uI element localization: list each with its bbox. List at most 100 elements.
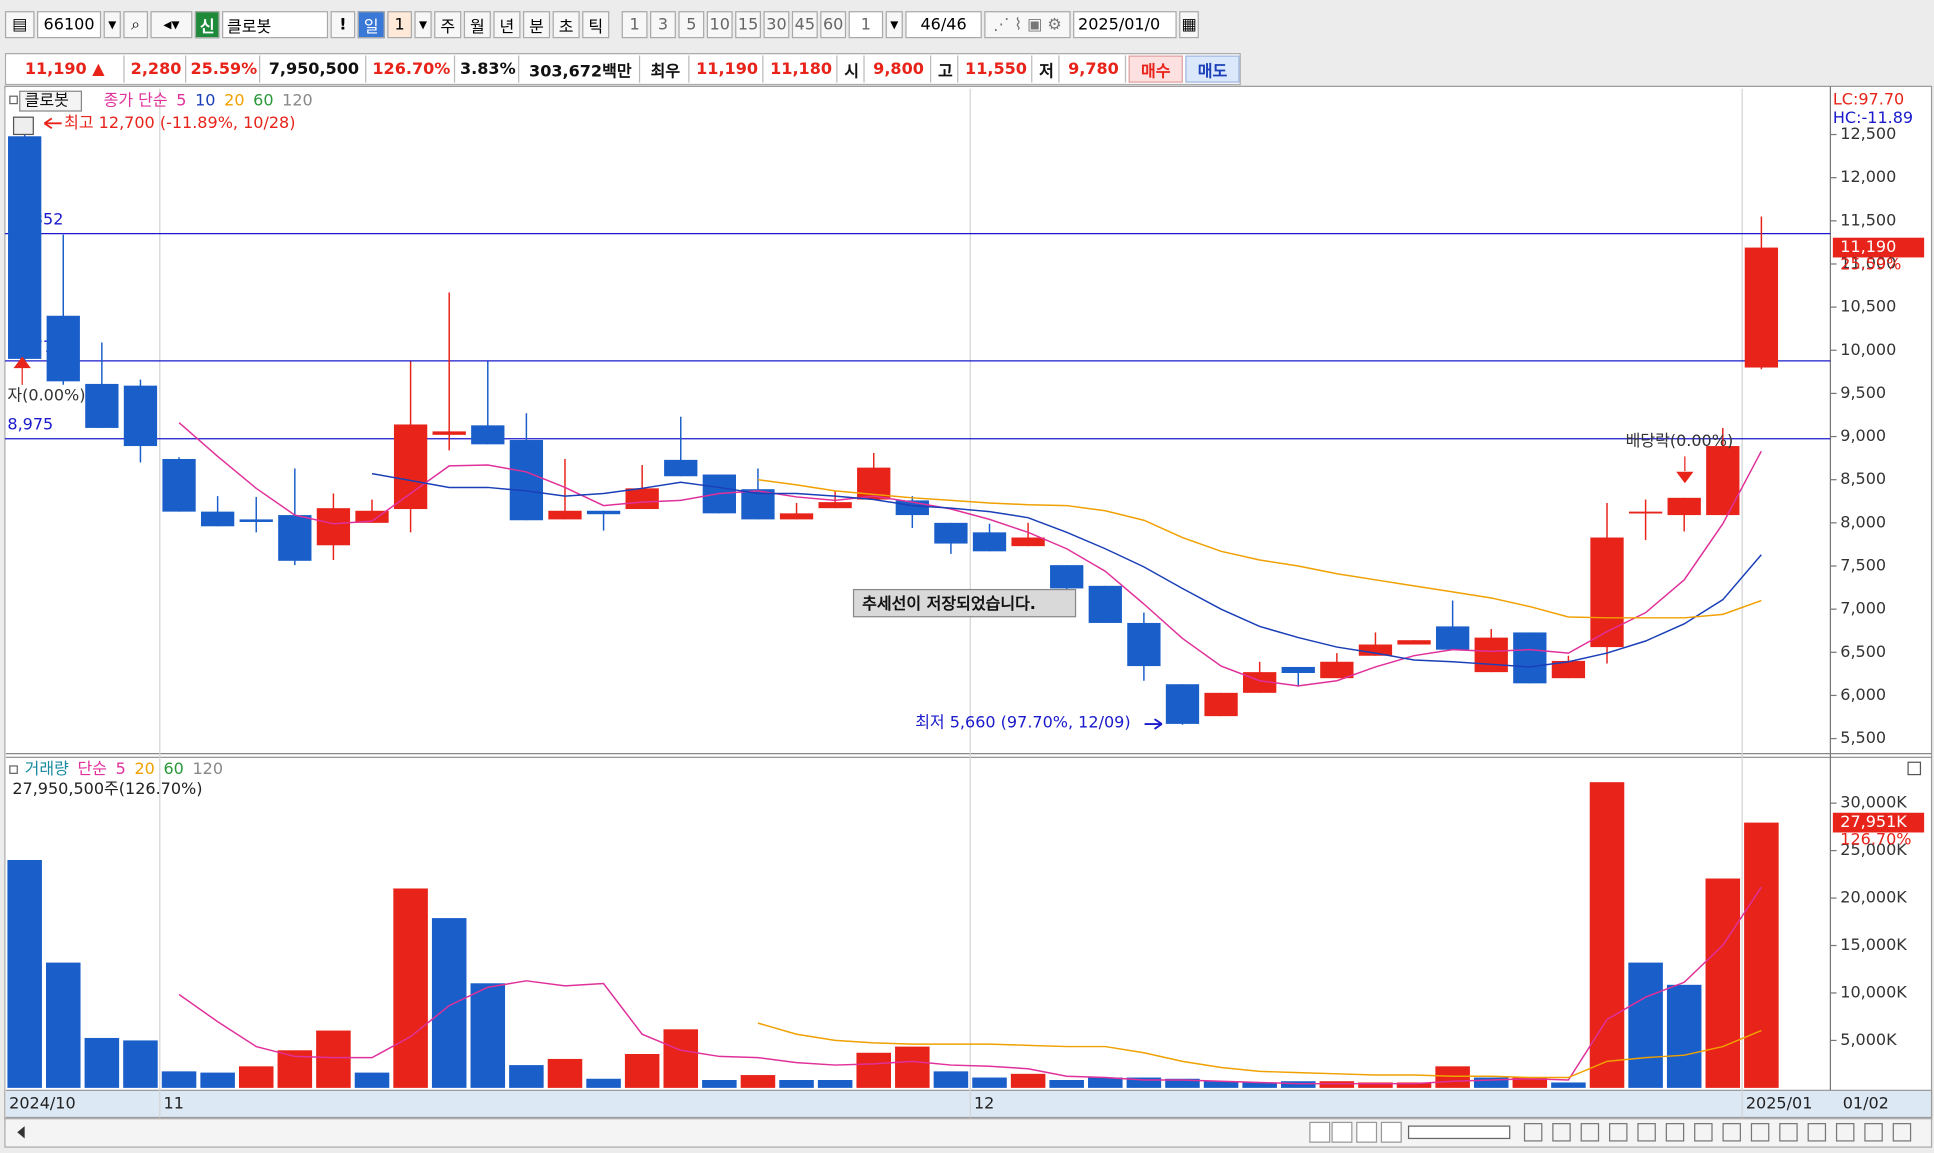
high-label: 고: [933, 55, 959, 83]
volume-bar: [1512, 1077, 1548, 1088]
y-tick-label: 6,500: [1840, 642, 1886, 661]
last-volume-box: [1832, 812, 1925, 833]
candle-body: [1204, 692, 1238, 717]
volume-bar: [1551, 1082, 1586, 1088]
candle-body: [8, 136, 42, 359]
interval-button[interactable]: 1: [621, 11, 648, 39]
candle-body: [1435, 626, 1470, 650]
interval-button[interactable]: 60: [820, 11, 847, 39]
period-button[interactable]: 틱: [582, 11, 610, 39]
calendar-icon: [12, 116, 34, 136]
interval-button[interactable]: 45: [791, 11, 818, 39]
code-input[interactable]: 66100: [37, 11, 102, 39]
volume-bar: [1165, 1078, 1200, 1088]
toolbar: ▤ 66100 ▾ ⌕ ◂▾ 신 클로봇 ! 일 1 ▾ 주 월 년 분 초 틱…: [4, 11, 1199, 39]
legend-entry: 20: [224, 91, 244, 110]
chart-title: 클로봇: [25, 91, 69, 110]
moving-average-line: [757, 478, 1762, 619]
volume-bar: [1744, 822, 1779, 1088]
period-button[interactable]: 분: [522, 11, 551, 39]
period-button[interactable]: 일: [357, 11, 385, 39]
interval-button[interactable]: 3: [650, 11, 676, 39]
dropdown[interactable]: ▾: [885, 11, 903, 39]
candle-body: [1050, 565, 1084, 589]
spacer: [612, 11, 619, 38]
candle-body: [278, 515, 312, 561]
volume-bar: [1088, 1077, 1123, 1088]
candle-body: [779, 513, 814, 520]
interval-input[interactable]: 1: [848, 11, 884, 39]
tool-icon: [1580, 1123, 1600, 1142]
period-button[interactable]: 년: [493, 11, 521, 39]
volume-bar: [1319, 1081, 1355, 1088]
volume-bar: [1435, 1066, 1470, 1088]
candle-body: [1165, 684, 1200, 724]
scroll-slider: [1407, 1125, 1511, 1140]
y-tick-label: 5,000K: [1840, 1030, 1897, 1049]
annotation: 자(0.00%): [7, 385, 85, 404]
buy-button[interactable]: 매수: [1128, 55, 1183, 83]
quote-bar: 11,190 ▲ 2,280 25.59% 7,950,500 126.70% …: [4, 53, 1241, 86]
volume-bar: [972, 1077, 1007, 1088]
candle-body: [316, 508, 351, 546]
legend-entry: 120: [192, 759, 223, 778]
volume-bar: [238, 1066, 274, 1088]
calendar[interactable]: ▦: [1179, 11, 1199, 39]
price: 11,190 ▲: [6, 55, 125, 83]
x-tick-label: 2025/01: [1746, 1093, 1813, 1112]
volume-bar: [45, 962, 81, 1088]
alert-button[interactable]: !: [330, 11, 356, 39]
interval-button[interactable]: 5: [678, 11, 705, 39]
volume-bar: [1126, 1077, 1162, 1088]
last-volume-rate: 126.70%: [1840, 829, 1911, 848]
volume-bar: [740, 1075, 776, 1088]
sound[interactable]: ◂▾: [150, 11, 193, 39]
hc-label: HC:-11.89: [1833, 108, 1913, 127]
volume-bar: [1010, 1073, 1046, 1088]
sell-button[interactable]: 매도: [1185, 55, 1240, 83]
volume-bar: [470, 983, 506, 1088]
scroll-control: [1356, 1121, 1378, 1143]
legend-entry: 5: [116, 759, 126, 778]
volume-bar: [933, 1071, 969, 1088]
volume-bar: [200, 1072, 235, 1088]
dropdown[interactable]: ▾: [414, 11, 432, 39]
y-tick-label: 11,500: [1840, 210, 1896, 229]
menu-icon[interactable]: ▤: [4, 11, 35, 39]
y-tick-label: 12,500: [1840, 124, 1896, 143]
interval-button[interactable]: 15: [735, 11, 762, 39]
tool-icon: [1665, 1123, 1685, 1142]
annotation-arrow: [1676, 456, 1694, 484]
candle-body: [162, 458, 196, 512]
last-rate: 25.59%: [1840, 254, 1901, 273]
volume-bar: [1358, 1082, 1393, 1088]
tool-icons[interactable]: ⋰ ⌇ ▣ ⚙: [984, 11, 1071, 39]
dropdown[interactable]: ▾: [103, 11, 121, 39]
volume-bar: [547, 1058, 583, 1088]
interval-button[interactable]: 30: [763, 11, 790, 39]
legend-entry: 60: [253, 91, 273, 110]
scroll-left: [17, 1126, 25, 1139]
open-label: 시: [839, 55, 865, 83]
period-button[interactable]: 초: [552, 11, 580, 39]
period-count[interactable]: 1: [387, 11, 412, 39]
y-tick-label: 6,000: [1840, 685, 1886, 704]
period-button[interactable]: 주: [434, 11, 462, 39]
candle-body: [1590, 537, 1624, 648]
turnover: 3.83%: [457, 55, 520, 83]
name-input[interactable]: 클로봇: [222, 11, 329, 39]
y-tick-label: 7,000: [1840, 599, 1886, 618]
search[interactable]: ⌕: [123, 11, 149, 39]
candle-body: [548, 510, 582, 520]
interval-button[interactable]: 10: [706, 11, 733, 39]
y-tick-label: 15,000K: [1840, 935, 1907, 954]
y-tick-label: 20,000K: [1840, 888, 1907, 907]
date-input[interactable]: 2025/01/0: [1073, 11, 1177, 39]
count-input[interactable]: 46/46: [905, 11, 982, 39]
legend-entry: 120: [282, 91, 313, 110]
candle-body: [1513, 632, 1547, 684]
annotation-arrow: [13, 356, 31, 385]
period-button[interactable]: 월: [463, 11, 491, 39]
volume-rate: 126.70%: [368, 55, 456, 83]
tool-icon: [1750, 1123, 1770, 1142]
